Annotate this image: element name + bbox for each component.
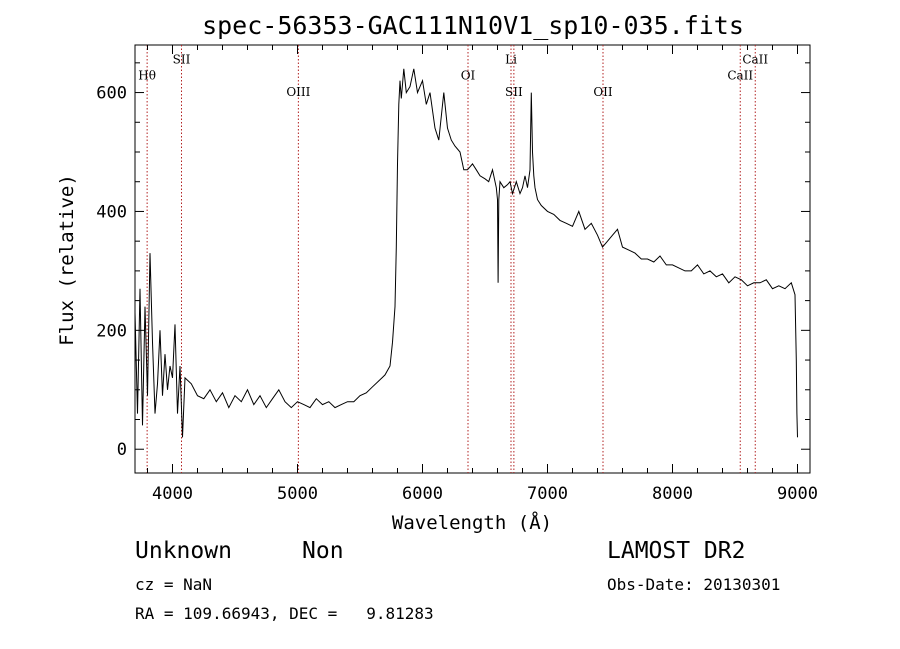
x-tick-label: 8000 <box>652 484 693 504</box>
y-tick-label: 600 <box>96 84 127 104</box>
y-tick-label: 0 <box>117 440 127 460</box>
object-type: Non <box>302 538 344 564</box>
x-tick-label: 5000 <box>277 484 318 504</box>
object-name: Unknown <box>135 538 232 564</box>
spectral-line-markers: Hθ SII OIII OI Li SII OII CaII CaII <box>138 45 768 473</box>
x-tick-label: 9000 <box>777 484 818 504</box>
marker-label: CaII <box>742 52 768 66</box>
marker-label: OII <box>593 85 613 99</box>
y-axis: 0 200 400 600 <box>96 62 810 460</box>
chart-title: spec-56353-GAC111N10V1_sp10-035.fits <box>202 11 744 40</box>
y-axis-label: Flux (relative) <box>56 174 78 346</box>
marker-label: SII <box>173 52 191 66</box>
x-axis: 4000 5000 6000 7000 8000 9000 <box>147 45 818 504</box>
x-tick-label: 4000 <box>152 484 193 504</box>
x-axis-label: Wavelength (Å) <box>392 511 552 534</box>
y-tick-label: 400 <box>96 202 127 222</box>
marker-label: SII <box>505 85 523 99</box>
coordinates: RA = 109.66943, DEC = 9.81283 <box>135 604 434 623</box>
marker-label: Hθ <box>138 68 156 82</box>
observation-date: Obs-Date: 20130301 <box>607 575 781 594</box>
spectrum-line <box>134 68 798 438</box>
marker-label: CaII <box>727 68 753 82</box>
x-tick-label: 7000 <box>527 484 568 504</box>
redshift-cz: cz = NaN <box>135 575 213 594</box>
marker-label: Li <box>505 52 517 66</box>
y-tick-label: 200 <box>96 321 127 341</box>
x-tick-label: 6000 <box>402 484 443 504</box>
survey-name: LAMOST DR2 <box>607 538 746 564</box>
marker-label: OI <box>461 68 476 82</box>
marker-label: OIII <box>286 85 310 99</box>
plot-frame <box>134 44 811 474</box>
